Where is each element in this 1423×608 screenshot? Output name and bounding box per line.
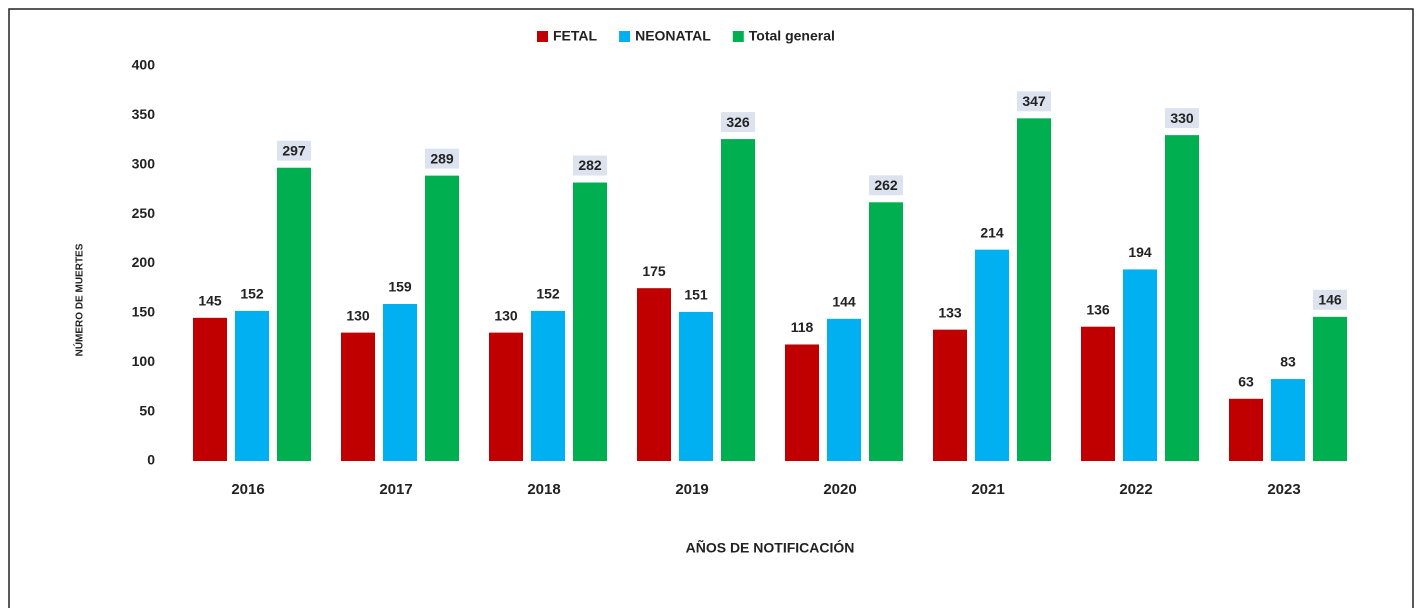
bar <box>1313 316 1347 461</box>
value-label: 330 <box>1170 110 1194 126</box>
value-label: 262 <box>874 177 898 193</box>
value-label: 151 <box>684 287 708 303</box>
value-label: 130 <box>346 307 370 323</box>
legend-swatch <box>732 31 744 42</box>
value-label: 118 <box>791 319 814 335</box>
bar <box>679 311 713 461</box>
value-label: 214 <box>980 224 1004 240</box>
x-tick-label: 2019 <box>675 481 708 498</box>
x-tick-label: 2017 <box>379 481 412 498</box>
legend-label: FETAL <box>553 28 598 44</box>
bar <box>1081 326 1115 461</box>
bar <box>975 249 1009 461</box>
value-label: 144 <box>832 294 856 310</box>
bar <box>933 329 967 461</box>
value-label-box <box>721 112 755 133</box>
bar <box>573 182 607 461</box>
y-tick-label: 50 <box>139 402 155 418</box>
value-label: 297 <box>282 142 306 158</box>
y-axis-title: NÚMERO DE MUERTES <box>73 243 86 356</box>
bar <box>383 303 417 461</box>
legend-label: Total general <box>749 28 835 44</box>
bar <box>1165 135 1199 461</box>
bar <box>235 310 269 461</box>
bar <box>1123 269 1157 461</box>
bar <box>869 202 903 461</box>
value-label: 347 <box>1022 93 1046 109</box>
y-tick-label: 250 <box>132 205 156 221</box>
value-label: 146 <box>1318 292 1342 308</box>
value-label: 282 <box>578 157 602 173</box>
bar <box>1229 398 1263 461</box>
bar <box>1271 379 1305 461</box>
x-tick-label: 2018 <box>527 481 560 498</box>
value-label-box <box>1165 108 1199 129</box>
value-label: 326 <box>726 114 750 130</box>
bar <box>531 310 565 461</box>
x-tick-label: 2020 <box>823 481 856 498</box>
value-label: 152 <box>240 286 264 302</box>
value-label-box <box>1017 91 1051 112</box>
value-label: 136 <box>1086 301 1110 317</box>
value-label-box <box>869 175 903 196</box>
y-tick-label: 100 <box>132 353 156 369</box>
bar <box>425 175 459 462</box>
x-tick-label: 2023 <box>1267 481 1300 498</box>
y-tick-label: 200 <box>132 254 156 270</box>
y-tick-label: 0 <box>147 452 155 468</box>
value-label-box <box>1313 289 1347 310</box>
value-label: 194 <box>1128 244 1152 260</box>
value-label: 130 <box>494 307 518 323</box>
legend-label: NEONATAL <box>635 28 711 44</box>
value-label: 145 <box>198 293 222 309</box>
value-label: 152 <box>536 286 560 302</box>
bar <box>637 288 671 461</box>
value-label-box <box>277 140 311 161</box>
value-label-box <box>425 148 459 169</box>
bar <box>489 332 523 461</box>
y-tick-label: 350 <box>132 106 156 122</box>
value-label-box <box>573 155 607 176</box>
x-tick-label: 2022 <box>1119 481 1152 498</box>
bar <box>193 317 227 461</box>
y-tick-label: 300 <box>132 155 156 171</box>
bar <box>341 332 375 461</box>
bar <box>721 139 755 461</box>
x-tick-label: 2021 <box>971 481 1004 498</box>
value-label: 289 <box>430 150 454 166</box>
value-label: 159 <box>388 279 412 295</box>
value-label: 83 <box>1280 354 1296 370</box>
legend-swatch <box>537 31 548 42</box>
bar <box>827 318 861 461</box>
value-label: 133 <box>938 304 962 320</box>
y-tick-label: 150 <box>132 304 156 320</box>
x-axis-title: AÑOS DE NOTIFICACIÓN <box>686 539 855 556</box>
bar <box>1017 118 1051 462</box>
x-tick-label: 2016 <box>231 481 264 498</box>
legend-swatch <box>619 31 631 42</box>
value-label: 63 <box>1238 373 1254 389</box>
bar <box>785 344 819 461</box>
value-label: 175 <box>642 263 666 279</box>
y-tick-label: 400 <box>132 57 156 73</box>
bar <box>277 167 311 461</box>
